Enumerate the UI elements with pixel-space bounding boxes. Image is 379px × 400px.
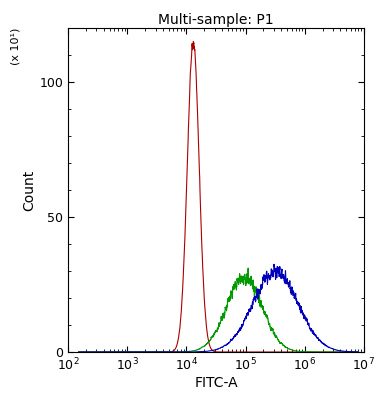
- Title: Multi-sample: P1: Multi-sample: P1: [158, 13, 274, 27]
- Y-axis label: Count: Count: [23, 169, 37, 211]
- Text: (x 10¹): (x 10¹): [10, 28, 20, 65]
- X-axis label: FITC-A: FITC-A: [194, 376, 238, 390]
